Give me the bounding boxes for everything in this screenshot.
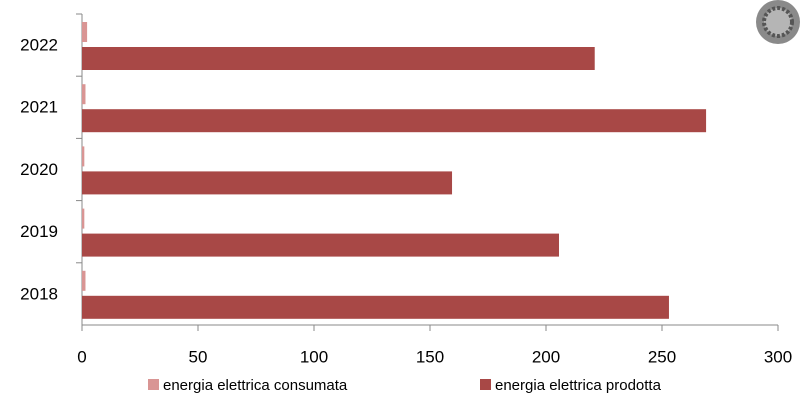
- bar: [82, 109, 707, 133]
- bar: [82, 295, 669, 319]
- bar: [82, 270, 86, 291]
- legend-swatch: [148, 379, 159, 390]
- y-tick-label: 2022: [20, 35, 58, 54]
- bar: [82, 84, 86, 105]
- x-tick-label: 0: [77, 347, 86, 366]
- y-tick-label: 2021: [20, 98, 58, 117]
- y-tick-label: 2019: [20, 222, 58, 241]
- legend-label: energia elettrica prodotta: [495, 377, 662, 394]
- bar: [82, 171, 453, 195]
- bar: [82, 146, 85, 167]
- bar: [82, 47, 595, 70]
- x-tick-label: 250: [648, 347, 676, 366]
- bar: [82, 22, 88, 42]
- x-tick-label: 50: [189, 347, 208, 366]
- legend-label: energia elettrica consumata: [163, 377, 348, 394]
- y-tick-label: 2018: [20, 284, 58, 303]
- x-tick-label: 300: [764, 347, 792, 366]
- legend-swatch: [480, 379, 491, 390]
- y-tick-label: 2020: [20, 160, 58, 179]
- logo: [756, 0, 800, 44]
- x-tick-label: 150: [416, 347, 444, 366]
- bar: [82, 233, 559, 257]
- bar: [82, 208, 85, 229]
- x-tick-label: 200: [532, 347, 560, 366]
- x-tick-label: 100: [300, 347, 328, 366]
